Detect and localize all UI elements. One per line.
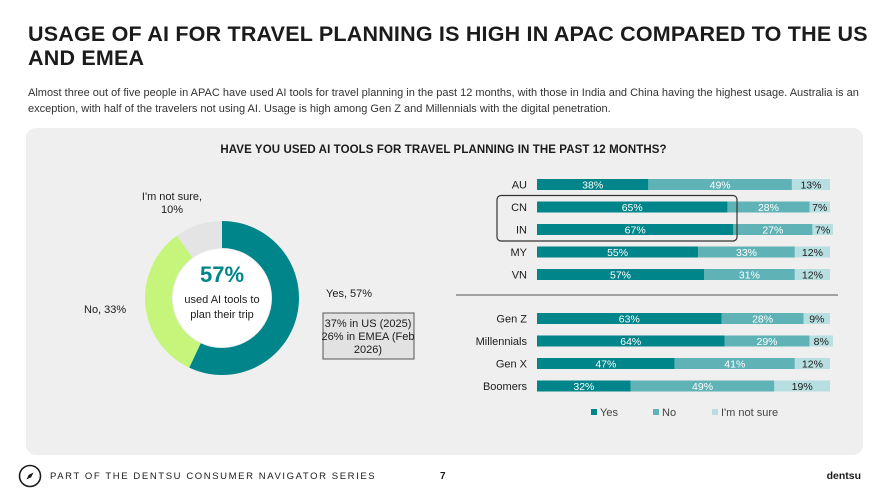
compass-icon — [18, 464, 42, 488]
bar-segment-i-m-not-sure — [791, 179, 830, 190]
bar-segment-yes — [537, 358, 675, 369]
legend-item: Yes — [600, 407, 618, 419]
data-label: 49% — [692, 381, 713, 393]
bar-segment-no — [648, 179, 792, 190]
bar-segment-no — [721, 313, 804, 324]
data-label: 12% — [802, 270, 823, 282]
data-label: 12% — [802, 247, 823, 259]
data-label: 9% — [809, 314, 824, 326]
callout-box — [322, 312, 415, 360]
bar-segment-yes — [537, 269, 705, 280]
data-label: 7% — [815, 225, 830, 237]
data-label: 19% — [792, 381, 813, 393]
data-label: 67% — [625, 225, 646, 237]
bar-segment-no — [698, 246, 795, 258]
donut-center-text: used AI tools to — [184, 294, 259, 306]
data-label: 28% — [752, 314, 773, 326]
bar-segment-yes — [537, 201, 728, 213]
bar-segment-no — [630, 380, 775, 392]
donut-label-not-sure: I'm not sure, — [142, 191, 202, 203]
bar-segment-i-m-not-sure — [774, 380, 830, 392]
data-label: 38% — [582, 180, 603, 192]
bar-segment-yes — [537, 246, 699, 258]
donut-center-value: 57% — [200, 262, 244, 287]
category-label: Gen Z — [496, 314, 527, 326]
category-label: VN — [512, 270, 527, 282]
legend-item: No — [662, 407, 676, 419]
legend-swatch — [712, 409, 718, 415]
data-label: 57% — [610, 270, 631, 282]
bar-segment-yes — [537, 335, 725, 347]
data-label: 27% — [762, 225, 783, 237]
page-number: 7 — [440, 471, 446, 482]
legend-swatch — [591, 409, 597, 415]
category-label: IN — [516, 225, 527, 237]
data-label: 12% — [802, 359, 823, 371]
donut-slice-yes — [189, 221, 299, 375]
donut-label-yes: Yes, 57% — [326, 288, 372, 300]
data-label: 13% — [800, 180, 821, 192]
brand-logo: dentsu — [826, 470, 861, 482]
bar-segment-no — [733, 224, 813, 235]
page-subtitle: Almost three out of five people in APAC … — [28, 87, 859, 115]
bar-segment-yes — [537, 313, 722, 324]
data-label: 63% — [619, 314, 640, 326]
bar-segment-no — [674, 358, 795, 369]
bar-segment-yes — [537, 224, 734, 235]
data-label: 28% — [758, 202, 779, 214]
bar-segment-i-m-not-sure — [812, 224, 833, 235]
data-label: 31% — [739, 270, 760, 282]
bar-segment-no — [727, 201, 810, 213]
bar-segment-i-m-not-sure — [794, 358, 830, 369]
category-label: Boomers — [483, 381, 528, 393]
chart-title: HAVE YOU USED AI TOOLS FOR TRAVEL PLANNI… — [220, 144, 667, 156]
data-label: 41% — [724, 359, 745, 371]
donut-slice-no — [144, 235, 201, 368]
donut-label-not-sure: 10% — [161, 204, 183, 216]
data-label: 65% — [622, 202, 643, 214]
donut-slice-i-m-not-sure — [176, 221, 222, 258]
page-title: USAGE OF AI FOR TRAVEL PLANNING IS HIGH … — [28, 22, 868, 70]
data-label: 47% — [595, 359, 616, 371]
callout-text: 26% in EMEA (Feb — [322, 331, 415, 343]
footer-series-label: PART OF THE DENTSU CONSUMER NAVIGATOR SE… — [50, 471, 377, 482]
data-label: 29% — [756, 336, 777, 348]
data-label: 32% — [573, 381, 594, 393]
data-label: 49% — [710, 180, 731, 192]
bar-segment-yes — [537, 179, 649, 190]
category-label: Gen X — [496, 359, 528, 371]
data-label: 64% — [620, 336, 641, 348]
bar-segment-no — [704, 269, 795, 280]
data-label: 55% — [607, 247, 628, 259]
bar-segment-i-m-not-sure — [809, 201, 830, 213]
data-label: 33% — [736, 247, 757, 259]
bar-segment-no — [724, 335, 810, 347]
legend-item: I'm not sure — [721, 407, 778, 419]
bar-segment-i-m-not-sure — [794, 269, 830, 280]
category-label: Millennials — [476, 336, 528, 348]
callout-text: 2026) — [354, 344, 382, 356]
category-label: CN — [511, 202, 527, 214]
highlight-box — [496, 194, 738, 242]
data-label: 8% — [814, 336, 829, 348]
donut-label-no: No, 33% — [84, 304, 126, 316]
callout-text: 37% in US (2025) — [325, 318, 412, 330]
bar-segment-yes — [537, 380, 631, 392]
bar-segment-i-m-not-sure — [803, 313, 830, 324]
bar-segment-i-m-not-sure — [809, 335, 833, 347]
donut-center — [173, 249, 271, 347]
donut-center-text: plan their trip — [190, 309, 254, 321]
category-label: MY — [511, 247, 528, 259]
bar-segment-i-m-not-sure — [794, 246, 830, 258]
legend-swatch — [653, 409, 659, 415]
data-label: 7% — [812, 202, 827, 214]
category-label: AU — [512, 180, 527, 192]
